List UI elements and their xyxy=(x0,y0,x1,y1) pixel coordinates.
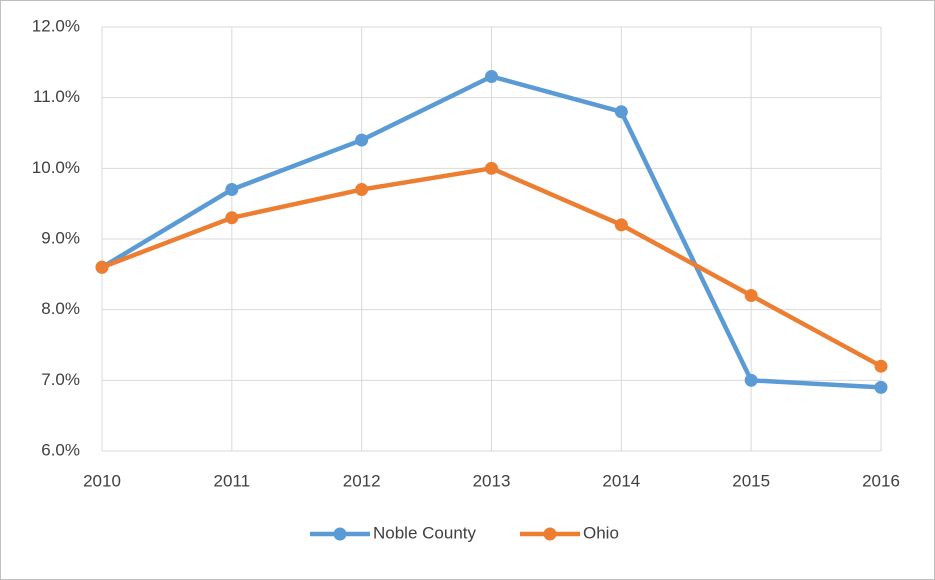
x-tick-label: 2012 xyxy=(343,471,381,490)
y-tick-label: 10.0% xyxy=(32,158,80,177)
series-marker xyxy=(95,260,109,274)
y-tick-label: 11.0% xyxy=(33,87,80,106)
x-tick-label: 2016 xyxy=(862,471,900,490)
legend-label: Noble County xyxy=(373,523,477,542)
legend-marker xyxy=(333,527,347,541)
y-tick-label: 6.0% xyxy=(41,440,80,459)
series-marker xyxy=(225,183,239,197)
y-tick-label: 12.0% xyxy=(32,16,80,35)
series-marker xyxy=(874,380,888,394)
legend-marker xyxy=(543,527,557,541)
y-tick-label: 9.0% xyxy=(41,228,80,247)
series-marker xyxy=(485,161,498,175)
series-marker xyxy=(614,105,628,119)
series-marker xyxy=(355,183,369,197)
series-marker xyxy=(614,218,628,232)
x-tick-label: 2010 xyxy=(83,471,121,490)
series-marker xyxy=(225,211,239,225)
y-tick-label: 8.0% xyxy=(41,299,80,318)
x-tick-label: 2011 xyxy=(214,471,251,490)
series-marker xyxy=(744,373,758,387)
x-tick-label: 2013 xyxy=(473,471,511,490)
series-marker xyxy=(744,289,758,303)
series-marker xyxy=(355,133,369,147)
series-marker xyxy=(874,359,888,373)
y-tick-label: 7.0% xyxy=(41,370,80,389)
legend-label: Ohio xyxy=(583,523,619,542)
series-marker xyxy=(485,69,498,83)
x-tick-label: 2014 xyxy=(602,471,640,490)
x-tick-label: 2015 xyxy=(732,471,770,490)
